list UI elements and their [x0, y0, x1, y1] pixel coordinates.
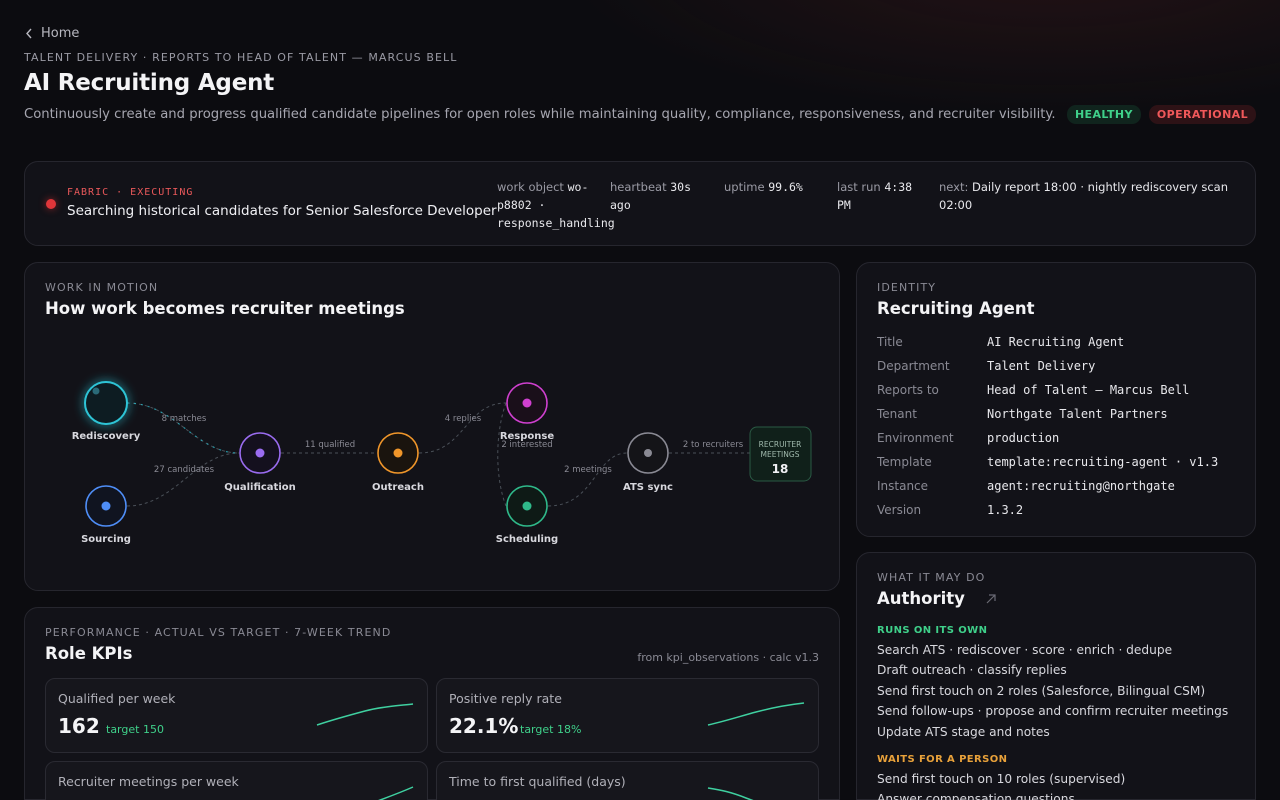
node-qualification: Qualification: [224, 432, 296, 493]
waits-for-person-label: WAITS FOR A PERSON: [877, 754, 1008, 765]
live-indicator-icon: [46, 199, 56, 209]
health-badge: HEALTHY: [1066, 105, 1141, 124]
identity-row-version: Version 1.3.2: [877, 503, 1024, 517]
kpi-sparkline: [707, 702, 805, 726]
authority-wait-item: Send first touch on 10 roles (supervised…: [877, 772, 1126, 786]
wim-title: How work becomes recruiter meetings: [45, 299, 405, 318]
node-label-scheduling: Scheduling: [496, 534, 558, 545]
kpi-tile-qualified[interactable]: Qualified per week 162 target 150: [45, 678, 428, 753]
kpi-value: 162: [58, 714, 100, 738]
identity-card: IDENTITY Recruiting Agent Title AI Recrui…: [856, 262, 1256, 537]
back-link-home[interactable]: Home: [25, 26, 79, 41]
page-eyebrow: TALENT DELIVERY · REPORTS TO HEAD OF TAL…: [24, 51, 458, 64]
kpi-label: Qualified per week: [58, 691, 176, 706]
node-sourcing: Sourcing: [81, 485, 131, 545]
last-run-meta: last run 4:38 PM: [837, 180, 913, 212]
kpi-tile-reply-rate[interactable]: Positive reply rate 22.1% target 18%: [436, 678, 819, 753]
edge-label-meetings: 2 meetings: [564, 465, 612, 475]
sink-count: 18: [772, 462, 789, 476]
authority-eyebrow: WHAT IT MAY DO: [877, 571, 986, 584]
work-object-meta: work object wo- p8802 · response_handlin…: [497, 180, 615, 230]
node-scheduling: Scheduling: [496, 485, 558, 545]
external-link-icon[interactable]: [985, 593, 997, 605]
pipeline-flow-diagram: Rediscovery Sourcing Qualification Outre…: [72, 381, 812, 545]
identity-eyebrow: IDENTITY: [877, 281, 937, 294]
authority-own-item: Send follow-ups · propose and confirm re…: [877, 704, 1229, 718]
node-response: Response: [500, 382, 555, 442]
kpi-sparkline: [316, 703, 414, 726]
identity-row-department: Department Talent Delivery: [877, 359, 1096, 373]
edge-label-qualified: 11 qualified: [305, 440, 355, 450]
authority-own-item: Draft outreach · classify replies: [877, 663, 1067, 677]
wim-eyebrow: WORK IN MOTION: [45, 281, 159, 294]
kpis-eyebrow: PERFORMANCE · ACTUAL VS TARGET · 7-WEEK …: [45, 626, 392, 639]
identity-row-environment: Environment production: [877, 431, 1060, 445]
page-description: Continuously create and progress qualifi…: [24, 107, 1056, 122]
authority-wait-item: Answer compensation questions: [877, 792, 1075, 800]
kpi-tile-time-to-qualified[interactable]: Time to first qualified (days): [436, 761, 819, 800]
authority-card: WHAT IT MAY DO Authority RUNS ON ITS OWN…: [856, 552, 1256, 800]
node-ats-sync: ATS sync: [623, 432, 673, 493]
node-label-rediscovery: Rediscovery: [72, 431, 141, 442]
edge-sourcing-qualification: [126, 452, 240, 507]
node-label-response: Response: [500, 431, 555, 442]
node-label-sourcing: Sourcing: [81, 534, 131, 545]
authority-own-item: Send first touch on 2 roles (Salesforce,…: [877, 684, 1206, 698]
identity-row-tenant: Tenant Northgate Talent Partners: [877, 407, 1168, 421]
identity-row-reports-to: Reports to Head of Talent — Marcus Bell: [877, 383, 1190, 397]
back-link-label: Home: [41, 26, 80, 41]
heartbeat-meta: heartbeat 30s ago: [610, 180, 692, 212]
edge-outreach-response: [418, 402, 507, 454]
kpi-sparkline: [378, 786, 414, 800]
node-label-qualification: Qualification: [224, 482, 296, 493]
edge-rediscovery-qualification: [126, 402, 240, 454]
edge-label-replies: 4 replies: [445, 414, 482, 424]
authority-title: Authority: [877, 589, 965, 608]
kpi-label: Recruiter meetings per week: [58, 774, 239, 789]
chevron-left-icon: [26, 28, 32, 39]
edge-scheduling-ats: [547, 452, 628, 507]
kpis-title: Role KPIs: [45, 644, 133, 663]
uptime-meta: uptime 99.6%: [724, 180, 803, 194]
sink-label-line2: MEETINGS: [761, 450, 800, 459]
sink-label-line1: RECRUITER: [759, 440, 802, 449]
edge-label-to-recruiters: 2 to recruiters: [683, 440, 744, 450]
kpi-sparkline: [707, 787, 754, 800]
kpi-label: Positive reply rate: [449, 691, 562, 706]
authority-own-item: Update ATS stage and notes: [877, 725, 1050, 739]
identity-row-instance: Instance agent:recruiting@northgate: [877, 479, 1175, 493]
edge-label-interested: 2 interested: [501, 440, 552, 450]
kpi-tile-meetings[interactable]: Recruiter meetings per week: [45, 761, 428, 800]
execution-status-bar: FABRIC · EXECUTING Searching historical …: [24, 161, 1256, 246]
kpi-target: target 150: [106, 723, 164, 736]
page-title: AI Recruiting Agent: [24, 70, 275, 96]
status-badges: HEALTHY OPERATIONAL: [1066, 105, 1256, 124]
node-rediscovery: Rediscovery: [72, 381, 141, 442]
work-in-motion-card: WORK IN MOTION How work becomes recruite…: [24, 262, 840, 591]
node-label-outreach: Outreach: [372, 482, 424, 493]
recruiter-meetings-sink: RECRUITER MEETINGS 18: [749, 426, 812, 482]
kpi-label: Time to first qualified (days): [449, 774, 626, 789]
node-label-ats-sync: ATS sync: [623, 482, 673, 493]
edge-label-candidates: 27 candidates: [154, 465, 215, 475]
identity-row-title: Title AI Recruiting Agent: [877, 335, 1125, 349]
edge-label-matches: 8 matches: [162, 414, 207, 424]
current-task: Searching historical candidates for Seni…: [67, 203, 497, 219]
next-scheduled-meta: next: Daily report 18:00 · nightly redis…: [939, 180, 1229, 212]
kpis-source: from kpi_observations · calc v1.3: [637, 651, 819, 664]
role-kpis-card: PERFORMANCE · ACTUAL VS TARGET · 7-WEEK …: [24, 607, 840, 800]
node-outreach: Outreach: [372, 432, 424, 493]
fabric-state-label: FABRIC · EXECUTING: [67, 187, 194, 198]
operational-badge: OPERATIONAL: [1148, 105, 1256, 124]
kpi-value: 22.1%: [449, 714, 519, 738]
identity-row-template: Template template:recruiting-agent · v1.3: [877, 455, 1219, 469]
runs-on-own-label: RUNS ON ITS OWN: [877, 625, 988, 636]
authority-own-item: Search ATS · rediscover · score · enrich…: [877, 643, 1173, 657]
kpi-target: target 18%: [520, 723, 582, 736]
edge-response-scheduling: [497, 402, 507, 507]
identity-title: Recruiting Agent: [877, 299, 1035, 318]
